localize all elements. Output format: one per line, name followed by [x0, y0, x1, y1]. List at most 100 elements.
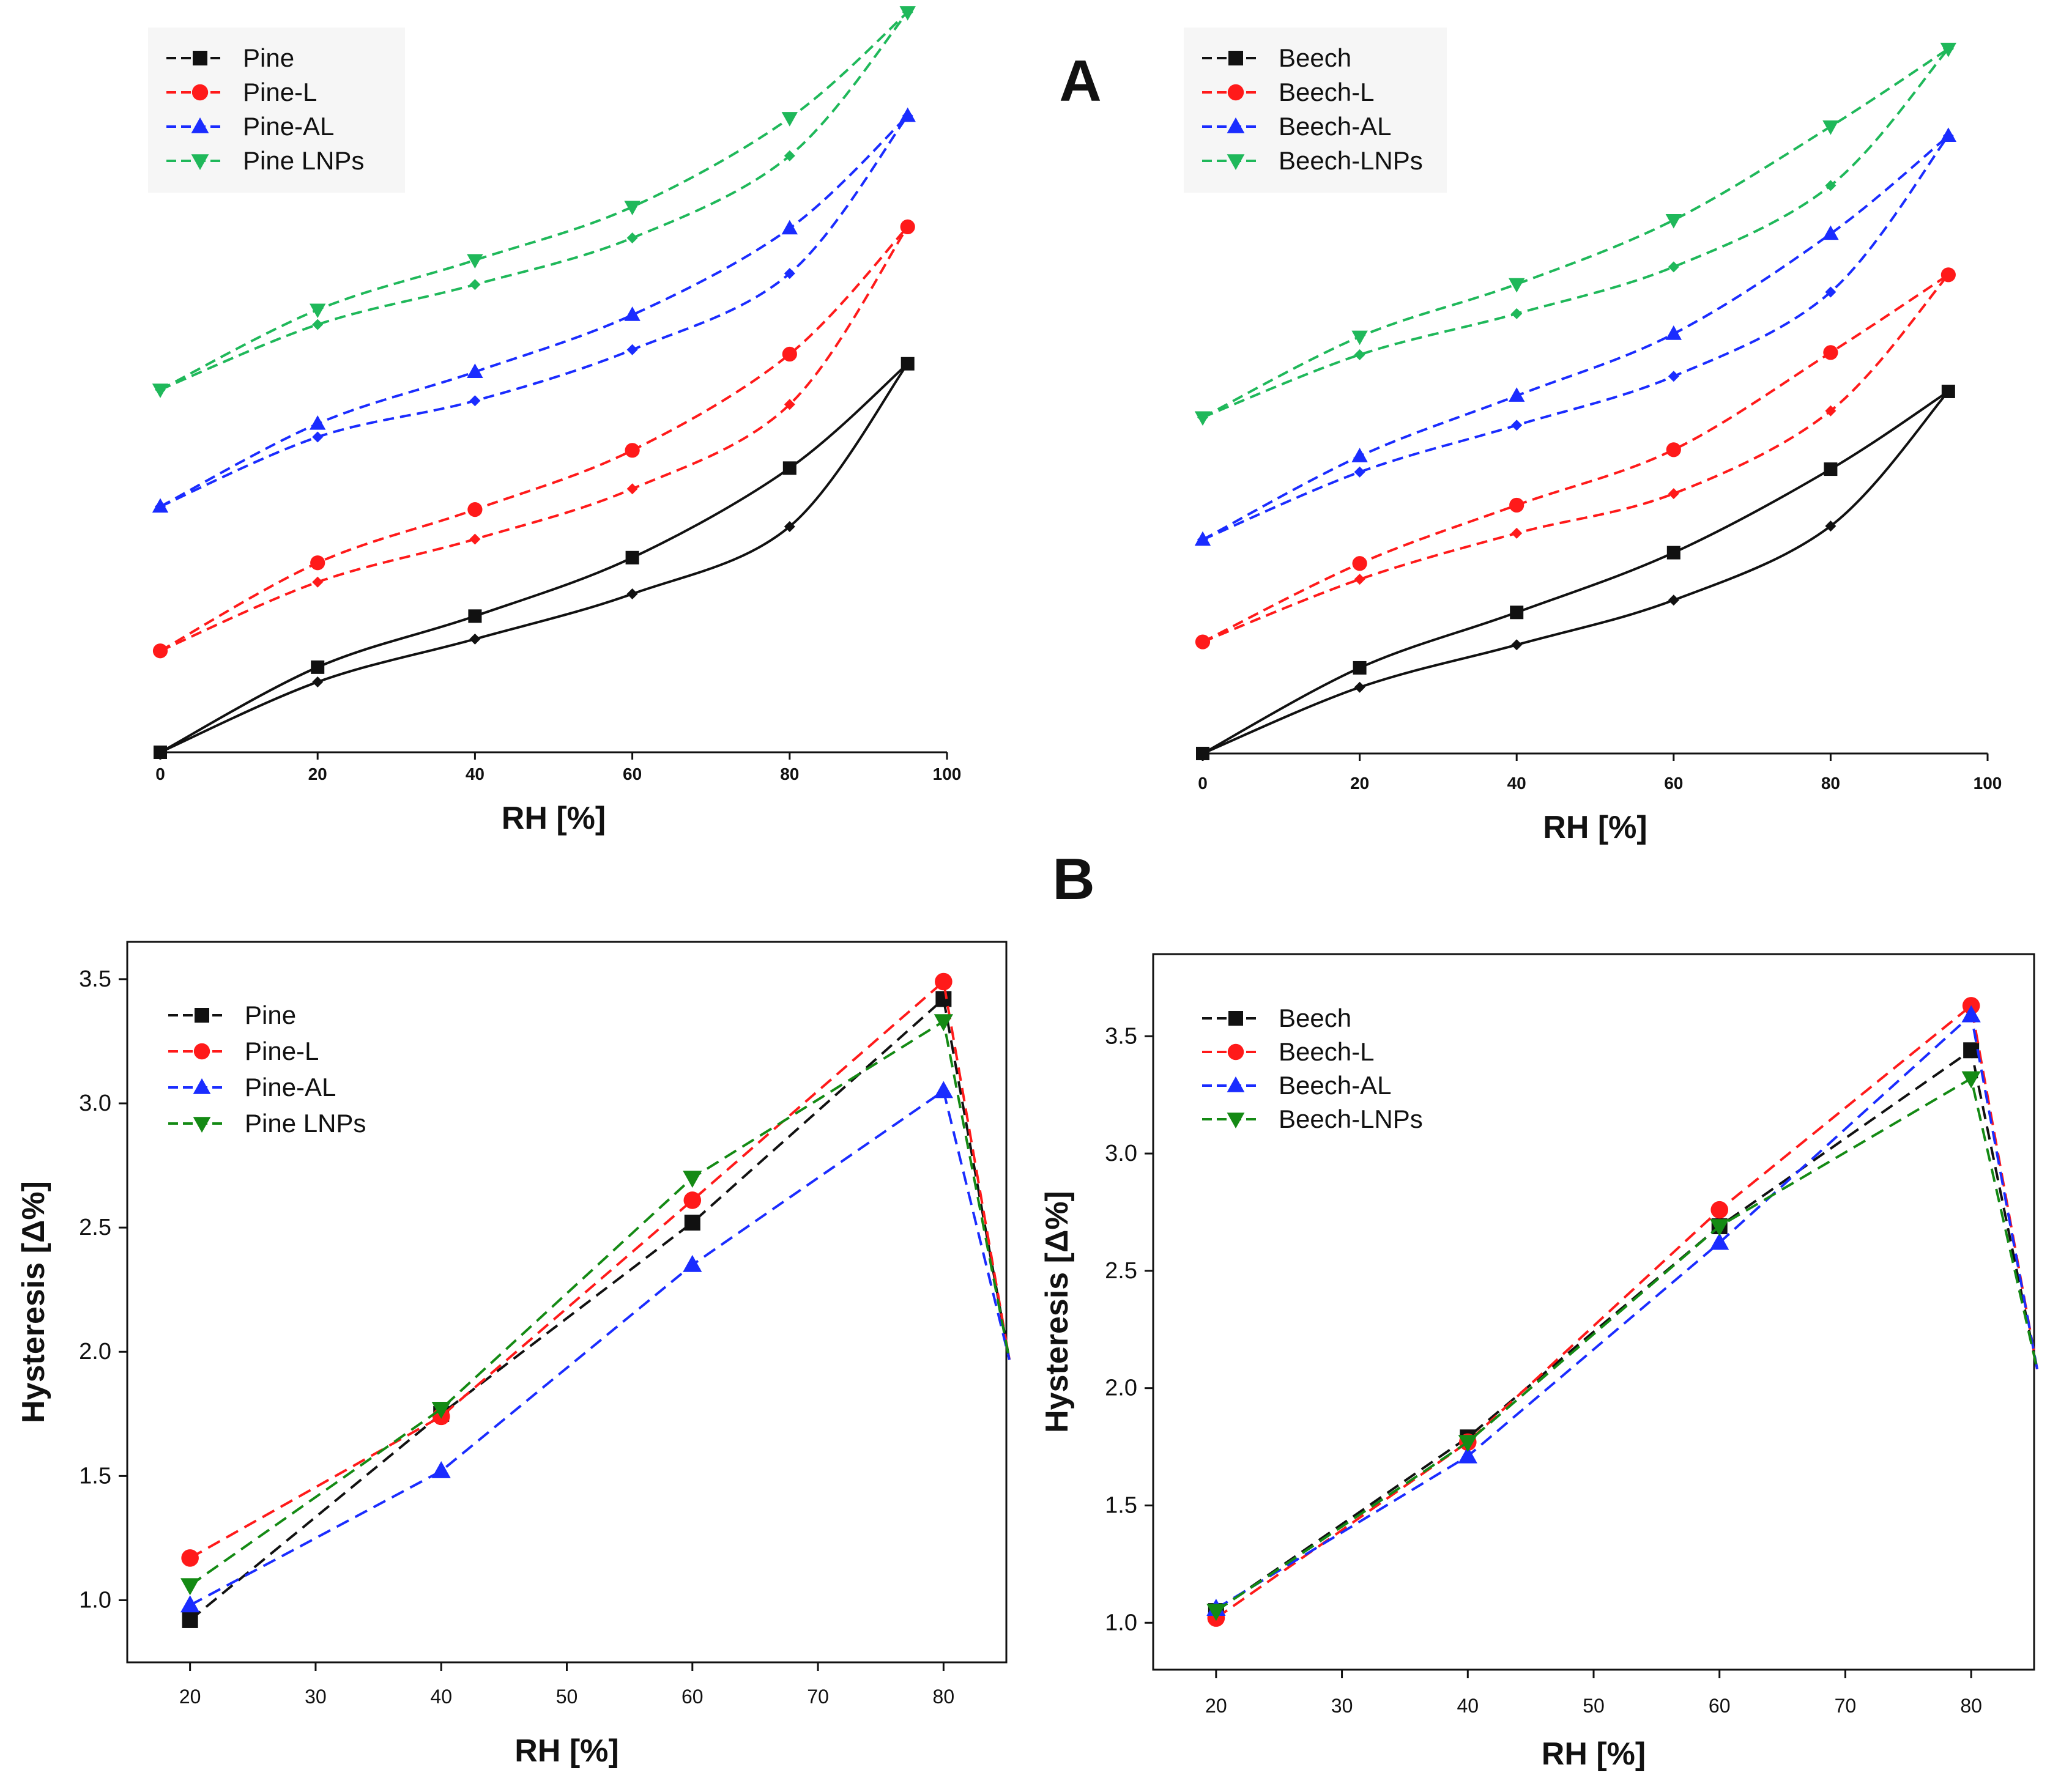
- beech-al-adsorption-point: [1825, 286, 1836, 298]
- pine-l-desorption-point: [900, 219, 915, 234]
- beech-desorption-point: [1510, 605, 1524, 620]
- beech-l-desorption-point: [1666, 442, 1681, 457]
- legend-label: Pine: [245, 1001, 296, 1029]
- legend-label: Beech-AL: [1279, 1071, 1391, 1100]
- legend-marker: [1227, 84, 1244, 101]
- beech-lnps-desorption-line: [1202, 48, 1949, 419]
- legend-label: Beech-AL: [1279, 112, 1391, 141]
- x-axis-title: RH [%]: [1542, 1736, 1646, 1772]
- pine-l-point: [181, 1549, 199, 1567]
- legend-marker: [1227, 1113, 1245, 1128]
- pine-l-adsorption-line: [160, 226, 909, 653]
- beech-al-desorption-point: [1194, 531, 1211, 546]
- pine-l-adsorption-point: [784, 399, 795, 410]
- legend-marker: [193, 51, 207, 65]
- legend-marker: [1227, 154, 1245, 170]
- beech-desorption-point: [1353, 661, 1367, 675]
- y-tick-label: 1.0: [1105, 1610, 1137, 1635]
- legend-label: Pine-L: [245, 1037, 319, 1065]
- panel-label-a: A: [1059, 48, 1101, 114]
- legend-marker: [1227, 1043, 1244, 1061]
- legend-background: [148, 28, 405, 193]
- pine-adsorption-point: [784, 520, 795, 532]
- pine-desorption-point: [625, 550, 639, 565]
- chart-b-pine: 20 30 40 50 60 70 80 1.0 1.5 2.0 2.5 3.0 3.5 RH [%] Hy…: [16, 941, 1011, 1769]
- pine-adsorption-point: [312, 676, 324, 688]
- pine-lnps-adsorption-point: [312, 319, 324, 330]
- legend-label: Pine LNPs: [245, 1109, 366, 1138]
- pine-l-desorption-point: [467, 502, 483, 517]
- legend-label: Pine-AL: [245, 1073, 336, 1101]
- beech-desorption-point: [1824, 462, 1838, 476]
- legend-background: [1184, 28, 1447, 193]
- beech-l-desorption-point: [1940, 267, 1956, 283]
- beech-desorption-point: [1941, 384, 1955, 398]
- beech-l-adsorption-line: [1202, 273, 1950, 643]
- x-axis-title: RH [%]: [1543, 810, 1647, 845]
- pine-l-adsorption-point: [469, 533, 481, 545]
- pine-al-adsorption-line: [160, 115, 909, 508]
- pine-desorption-point: [782, 461, 797, 475]
- beech-l-point: [1710, 1201, 1729, 1219]
- beech-lnps-adsorption-point: [1825, 180, 1836, 191]
- pine-l-line: [189, 979, 1011, 1560]
- pine-lnps-point: [180, 1578, 200, 1596]
- beech-adsorption-point: [1354, 681, 1365, 693]
- pine-l-adsorption-point: [312, 576, 324, 588]
- pine-lnps-point: [683, 1171, 702, 1188]
- pine-l-point: [683, 1191, 702, 1209]
- y-tick-label: 2.5: [79, 1215, 111, 1240]
- x-tick-label: 20: [179, 1686, 201, 1708]
- beech-lnps-point: [1961, 1071, 1981, 1089]
- beech-al-desorption-point: [1351, 448, 1368, 462]
- pine-point: [684, 1215, 700, 1231]
- x-tick-label: 30: [1331, 1695, 1353, 1717]
- beech-lnps-desorption-point: [1509, 278, 1525, 293]
- beech-lnps-adsorption-line: [1202, 48, 1950, 419]
- x-tick-label: 80: [933, 1686, 955, 1708]
- legend-marker: [1227, 1076, 1245, 1092]
- legend-label: Beech-L: [1279, 78, 1374, 106]
- pine-lnps-desorption-point: [624, 201, 641, 215]
- pine-al-desorption-point: [467, 363, 483, 378]
- x-axis-title: RH [%]: [514, 1733, 618, 1769]
- beech-al-point: [1458, 1446, 1477, 1464]
- beech-lnps-point: [1458, 1435, 1477, 1453]
- beech-desorption-line: [1202, 390, 1949, 755]
- x-tick-label: 70: [807, 1686, 829, 1708]
- beech-lnps-point: [1206, 1604, 1226, 1621]
- pine-desorption-point: [154, 746, 167, 759]
- pine-adsorption-line: [160, 363, 909, 753]
- pine-l-point: [935, 972, 953, 991]
- beech-al-desorption-point: [1665, 325, 1682, 340]
- beech-al-point: [1710, 1232, 1729, 1250]
- pine-lnps-point: [431, 1401, 451, 1419]
- beech-al-adsorption-line: [1202, 135, 1950, 541]
- x-tick-label: 60: [1664, 774, 1683, 793]
- beech-lnps-desorption-point: [1194, 411, 1211, 426]
- pine-point: [935, 991, 952, 1007]
- x-tick-label: 60: [681, 1686, 704, 1708]
- x-tick-label: 60: [1709, 1695, 1731, 1717]
- pine-al-adsorption-point: [784, 268, 795, 280]
- legend-marker: [191, 117, 209, 133]
- pine-lnps-desorption-point: [310, 303, 326, 319]
- y-tick-label: 3.0: [79, 1090, 111, 1116]
- pine-adsorption-point: [469, 633, 481, 645]
- pine-l-adsorption-point: [626, 483, 638, 495]
- pine-point: [182, 1612, 198, 1628]
- y-axis-title: Hysteresis [Δ%]: [1039, 1191, 1075, 1433]
- pine-l-desorption-line: [160, 226, 909, 652]
- beech-desorption-point: [1666, 546, 1680, 560]
- pine-al-adsorption-point: [312, 431, 324, 443]
- legend-marker: [193, 1078, 211, 1094]
- beech-al-desorption-point: [1940, 127, 1957, 143]
- pine-l-desorption-point: [782, 346, 797, 362]
- x-tick-label: 0: [1198, 774, 1208, 793]
- beech-al-adsorption-point: [1354, 466, 1365, 478]
- beech-adsorption-point: [1668, 594, 1679, 606]
- legend-marker: [191, 154, 209, 170]
